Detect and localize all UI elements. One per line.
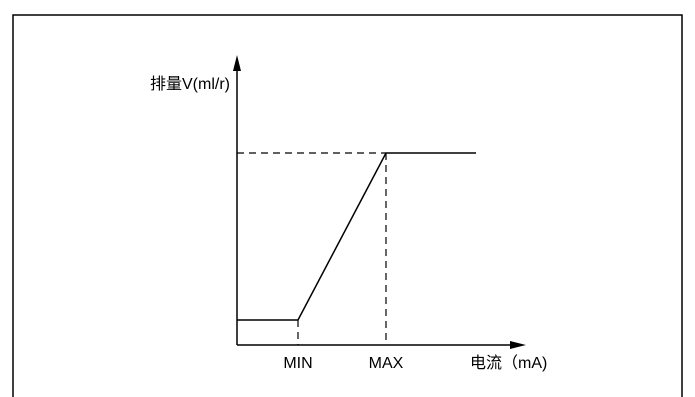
x-axis-arrowhead: [510, 341, 526, 349]
displacement-curve: [237, 152, 476, 321]
x-axis-label: 电流（mA): [470, 354, 547, 372]
x-tick-min: MIN: [283, 355, 312, 372]
x-tick-max: MAX: [369, 355, 404, 372]
frame-border: [12, 14, 683, 397]
y-axis-label: 排量V(ml/r): [150, 75, 230, 93]
y-axis-arrowhead: [233, 55, 241, 71]
